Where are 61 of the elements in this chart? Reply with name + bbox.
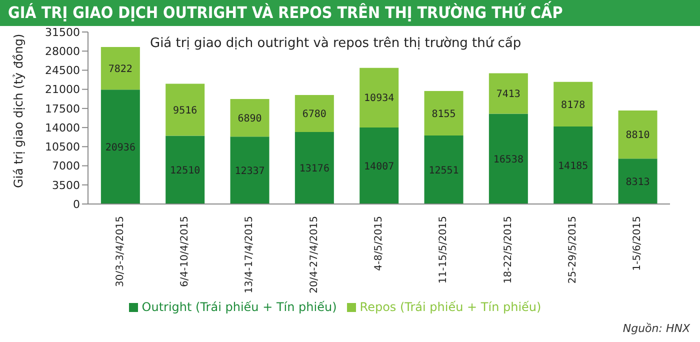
data-label: 8178 [561,100,586,111]
text: Nguồn: HNX [622,322,690,335]
data-label: 6890 [238,113,262,124]
bar [424,90,464,136]
data-label: 12551 [428,165,459,176]
data-label: 16538 [493,154,524,166]
y-tick-label: 0 [73,198,80,211]
bar [360,128,399,204]
x-tick-label: 25-29/5/2015 [568,216,578,284]
data-label: 8810 [626,130,650,142]
y-axis-title: Giá trị giao dịch (tỷ đồng) [11,34,26,188]
bar [554,82,593,127]
data-label: 10934 [364,93,394,104]
x-tick-label: 18-22/5/2015 [502,216,514,284]
data-label: 12510 [170,165,200,176]
data-label: 8313 [626,176,650,188]
bar [230,99,270,137]
bar [618,158,658,204]
data-label: 14185 [558,160,588,172]
bar [230,136,270,204]
x-tick-label: 6/4-10/4/2015 [180,216,190,287]
data-label: 14007 [364,161,394,172]
y-tick-label: 3500 [52,178,80,192]
bar [100,90,140,204]
chart-subtitle: Giá trị giao dịch outright và repos trên thị trường thứ cấp [150,36,522,51]
x-tick-label: 1-5/6/2015 [632,216,644,271]
x-tick-label: 20/4-27/4/2015 [308,216,320,294]
bar [554,126,593,204]
data-label: 6780 [302,109,326,120]
data-label: 9516 [173,105,198,116]
x-tick-label: 4-8/5/2015 [374,216,384,271]
data-label: 13176 [299,164,330,175]
bar [360,68,399,128]
data-label: 20936 [105,142,136,154]
chart-title: GIÁ TRỊ GIAO DỊCH OUTRIGHT VÀ REPOS TRÊN THỊ TRƯỜNG THỨ CẤP [0,0,700,26]
bar [294,95,334,132]
legend-label: Outright (Trái phiếu + Tín phiếu) [142,300,337,314]
bar [488,114,528,204]
y-tick-label: 17500 [45,102,80,116]
y-tick-label: 7000 [52,160,80,173]
bar [488,73,528,114]
y-tick-label: 24500 [45,64,80,78]
x-tick-label: 30/3-3/4/2015 [114,216,126,287]
y-tick-label: 21000 [45,83,80,96]
bar [294,132,334,204]
y-tick-label: 31500 [45,26,80,39]
x-tick-label: 13/4-17/4/2015 [244,216,256,294]
bar [100,46,140,90]
bar [618,110,658,159]
legend-label: Repos (Trái phiếu + Tín phiếu) [360,300,542,314]
x-tick-label: 11-15/5/2015 [438,216,450,284]
data-label: 7822 [108,64,132,75]
y-tick-label: 14000 [45,121,80,134]
data-label: 8155 [432,108,456,120]
bar [166,84,205,136]
data-label: 7413 [496,89,520,100]
y-tick-label: 28000 [45,45,80,58]
bar [424,135,464,204]
data-label: 12337 [234,166,265,177]
y-tick-label: 10500 [45,140,80,154]
bar [166,136,205,204]
